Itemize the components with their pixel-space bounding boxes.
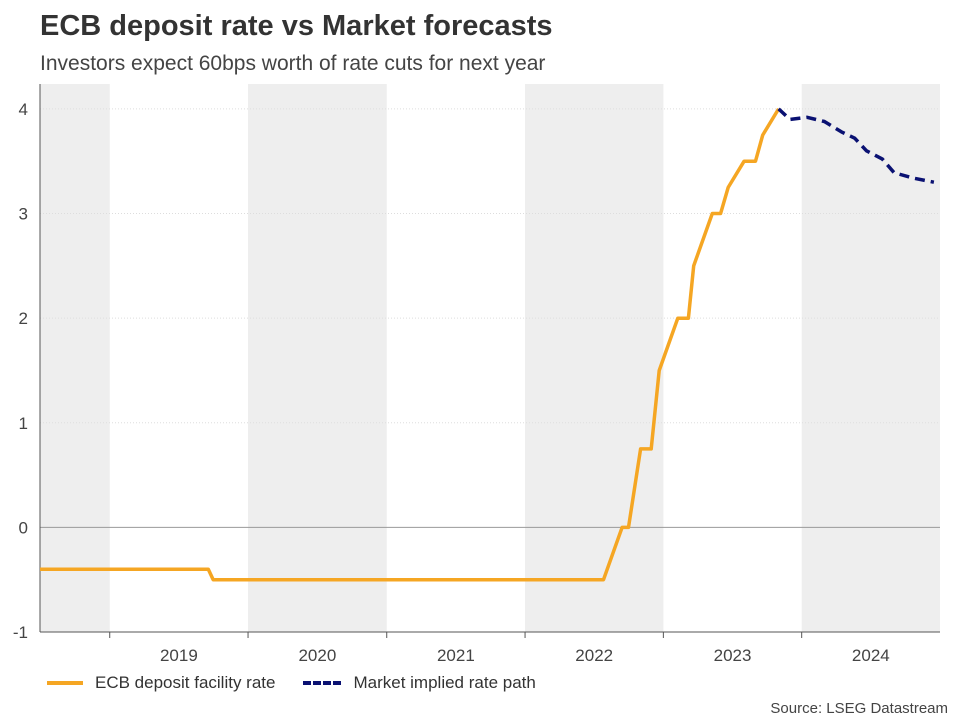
year-band-2018: [40, 84, 110, 632]
x-tick-label: 2024: [852, 646, 890, 665]
legend-swatch-dashed: [303, 681, 342, 685]
year-band-2024: [801, 84, 940, 632]
y-tick-label: -1: [13, 623, 28, 642]
axes: [39, 84, 940, 638]
y-tick-label: 2: [19, 309, 28, 328]
chart-title: ECB deposit rate vs Market forecasts: [40, 10, 553, 42]
x-tick-label: 2019: [160, 646, 198, 665]
legend-label-market: Market implied rate path: [353, 673, 536, 692]
x-axis-tick-labels: 2019 2020 2021 2022 2023 2024: [160, 646, 890, 665]
x-tick-label: 2020: [298, 646, 336, 665]
y-tick-label: 0: [19, 518, 28, 537]
year-shading-bands: [40, 84, 940, 632]
x-tick-label: 2021: [437, 646, 475, 665]
y-tick-label: 3: [19, 205, 28, 224]
source-note: Source: LSEG Datastream: [770, 700, 948, 717]
legend-item-ecb[interactable]: ECB deposit facility rate: [47, 673, 275, 693]
market-implied-path-line: [777, 107, 935, 184]
data-series: [40, 107, 935, 582]
x-tick-label: 2022: [575, 646, 613, 665]
y-tick-label: 4: [19, 100, 28, 119]
chart-subtitle: Investors expect 60bps worth of rate cut…: [40, 52, 546, 75]
x-tick-label: 2023: [714, 646, 752, 665]
legend-label-ecb: ECB deposit facility rate: [95, 673, 276, 692]
ecb-deposit-rate-line: [40, 107, 781, 582]
y-tick-label: 1: [19, 414, 28, 433]
y-axis-tick-labels: -1 0 1 2 3 4: [13, 100, 28, 642]
legend-swatch-solid: [47, 681, 83, 685]
legend-item-market[interactable]: Market implied rate path: [303, 673, 536, 693]
year-band-2020: [248, 84, 387, 632]
legend: ECB deposit facility rate Market implied…: [47, 673, 564, 693]
year-band-2022: [525, 84, 664, 632]
